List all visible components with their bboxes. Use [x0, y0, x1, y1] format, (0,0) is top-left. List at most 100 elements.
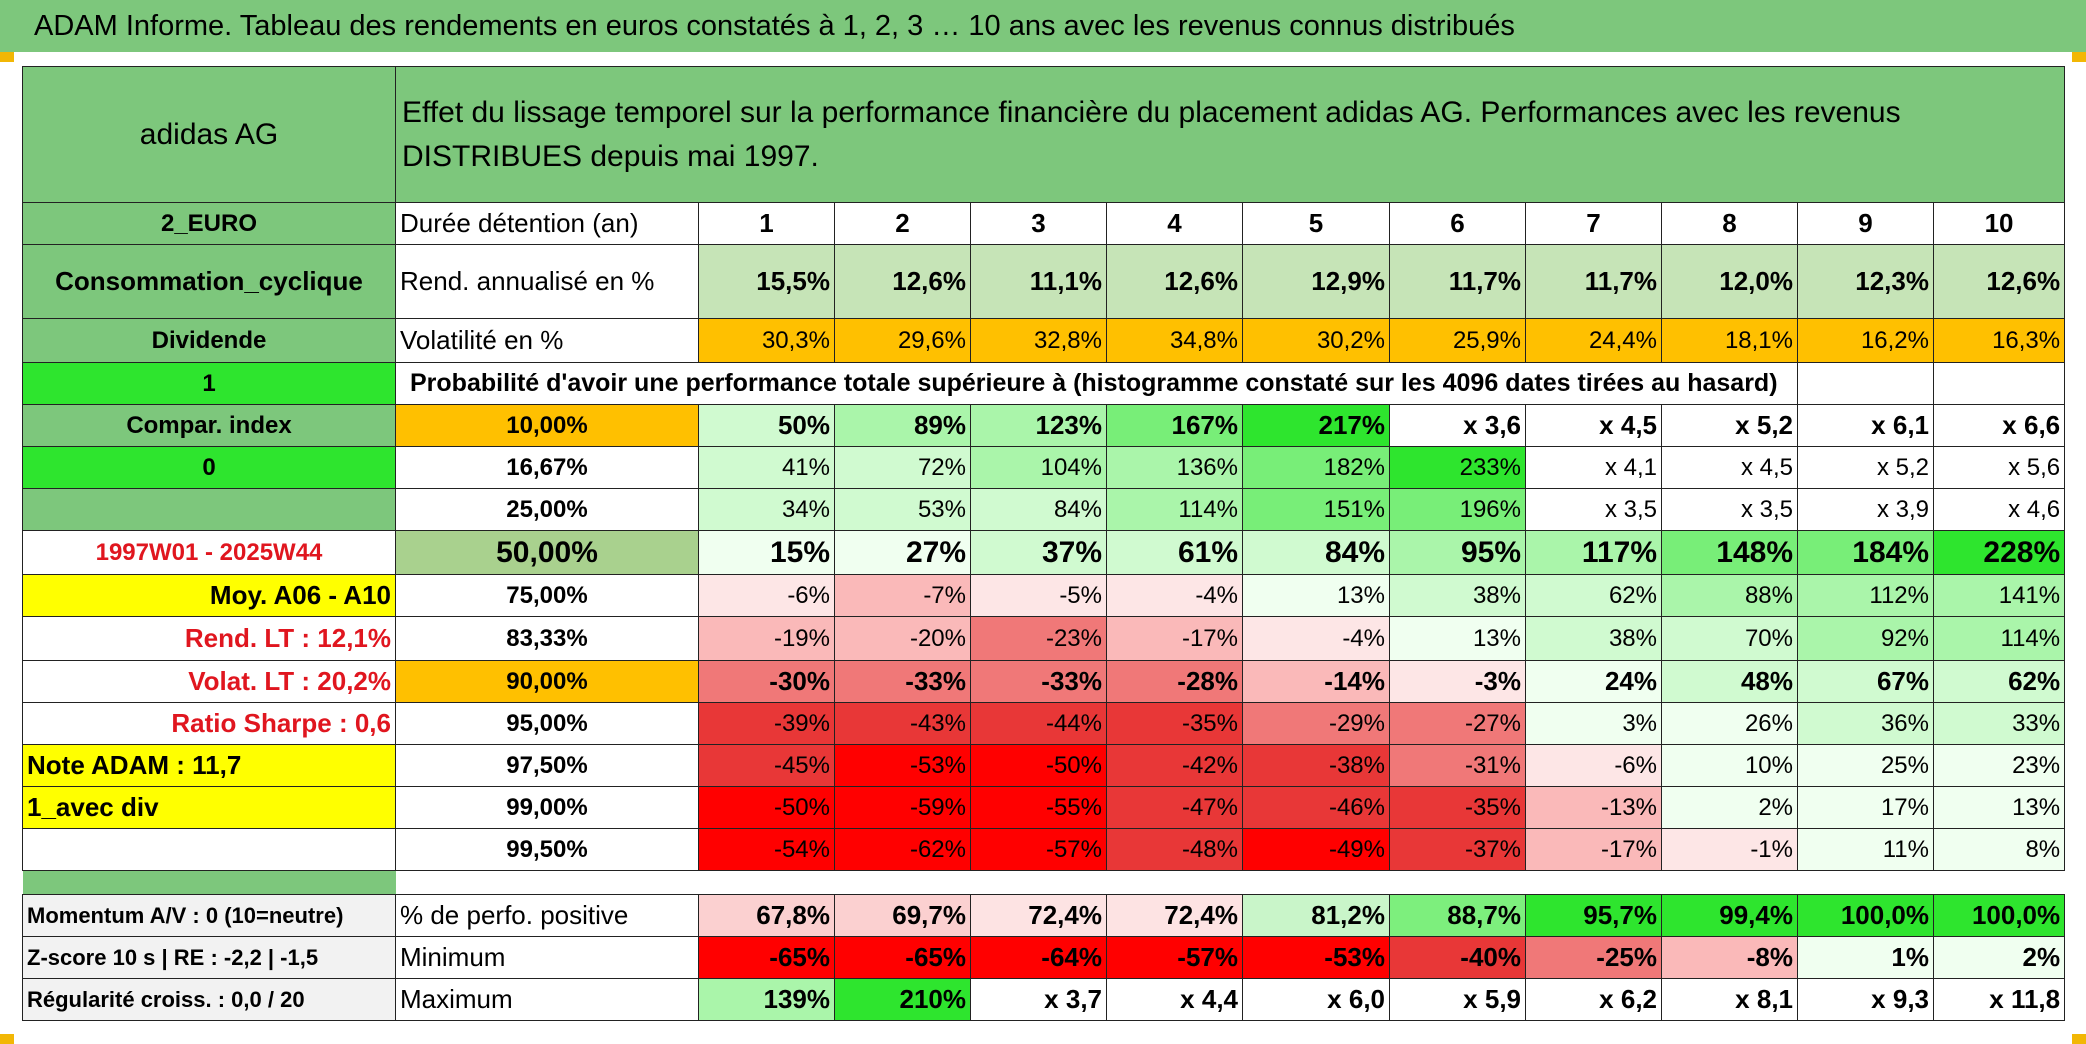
sector-label: Consommation_cyclique	[22, 244, 396, 319]
year-header: 6	[1389, 202, 1526, 245]
year-header: 5	[1242, 202, 1390, 245]
prob-cell: -43%	[834, 702, 971, 745]
table-row: Compar. index 10,00% 50% 89% 123% 167% 217% x 3…	[22, 404, 2066, 447]
currency-label: 2_EURO	[22, 202, 396, 245]
prob-cell: -53%	[834, 744, 971, 787]
prob-cell: 151%	[1242, 488, 1390, 531]
min-cell: -65%	[834, 936, 971, 979]
prob-cell: -6%	[698, 574, 835, 617]
vol-cell: 24,4%	[1525, 318, 1662, 363]
prob-cell: 36%	[1797, 702, 1934, 745]
pos-cell: 99,4%	[1661, 894, 1798, 937]
prob-threshold: 99,00%	[395, 786, 699, 829]
table-row: Régularité croiss. : 0,0 / 20 Maximum 139%…	[22, 978, 2066, 1021]
pos-cell: 100,0%	[1797, 894, 1934, 937]
prob-cell: -29%	[1242, 702, 1390, 745]
rend-cell: 11,1%	[970, 244, 1107, 319]
prob-threshold: 90,00%	[395, 660, 699, 703]
prob-cell: 62%	[1932, 660, 2066, 703]
table-row: Note ADAM : 11,7 97,50% -45% -53% -50% -42% -3…	[22, 744, 2066, 787]
table-row: 2_EURO Durée détention (an) 1 2 3 4 5 6 7 8 9 10	[22, 202, 2066, 245]
prob-cell: -62%	[834, 828, 971, 871]
prob-label: Probabilité d'avoir une performance tota…	[395, 362, 1798, 405]
prob-cell: x 3,9	[1797, 488, 1934, 531]
prob-cell: -48%	[1106, 828, 1243, 871]
prob-cell: -7%	[834, 574, 971, 617]
year-header: 7	[1525, 202, 1662, 245]
prob-cell: 89%	[834, 404, 971, 447]
pos-cell: 88,7%	[1389, 894, 1526, 937]
prob-threshold: 10,00%	[395, 404, 699, 447]
prob-cell: -31%	[1389, 744, 1526, 787]
prob-cell: x 3,6	[1389, 404, 1526, 447]
prob-cell: 2%	[1661, 786, 1798, 829]
prob-cell: -47%	[1106, 786, 1243, 829]
period-label: 1997W01 - 2025W44	[22, 530, 396, 575]
flag-1: 1	[22, 362, 396, 405]
prob-cell: -17%	[1525, 828, 1662, 871]
prob-cell: -50%	[698, 786, 835, 829]
pos-cell: 100,0%	[1932, 894, 2066, 937]
table-body: adidas AG Effet du lissage temporel sur l…	[22, 66, 2066, 1021]
vol-cell: 30,3%	[698, 318, 835, 363]
corner-marker	[2072, 52, 2086, 62]
prob-cell: 62%	[1525, 574, 1662, 617]
prob-cell: -27%	[1389, 702, 1526, 745]
year-header: 10	[1932, 202, 2066, 245]
prob-cell: 67%	[1797, 660, 1934, 703]
prob-threshold: 97,50%	[395, 744, 699, 787]
max-cell: 139%	[698, 978, 835, 1021]
rend-cell: 12,6%	[834, 244, 971, 319]
prob-cell: x 4,5	[1661, 446, 1798, 489]
prob-cell: x 4,1	[1525, 446, 1662, 489]
vol-cell: 16,3%	[1932, 318, 2066, 363]
prob-cell: 217%	[1242, 404, 1390, 447]
zscore-label: Z-score 10 s | RE : -2,2 | -1,5	[22, 936, 396, 979]
table-row: 1 Probabilité d'avoir une performance tot…	[22, 362, 2066, 405]
prob-cell: x 3,5	[1661, 488, 1798, 531]
prob-cell: -57%	[970, 828, 1107, 871]
prob-threshold: 95,00%	[395, 702, 699, 745]
moy-label: Moy. A06 - A10	[22, 574, 396, 617]
prob-cell: 72%	[834, 446, 971, 489]
empty-left	[22, 828, 396, 871]
prob-cell: -49%	[1242, 828, 1390, 871]
empty-cell	[1797, 362, 1934, 405]
prob-cell: 34%	[698, 488, 835, 531]
separator-left	[22, 870, 396, 895]
table-row: Moy. A06 - A10 75,00% -6% -7% -5% -4% 13% 38% 62…	[22, 574, 2066, 617]
prob-cell: 26%	[1661, 702, 1798, 745]
prob-cell: 70%	[1661, 616, 1798, 661]
max-cell: x 8,1	[1661, 978, 1798, 1021]
report-title: ADAM Informe. Tableau des rendements en …	[0, 0, 2086, 52]
prob-cell: -35%	[1106, 702, 1243, 745]
rend-cell: 12,6%	[1106, 244, 1243, 319]
prob-cell: 112%	[1797, 574, 1934, 617]
prob-cell: -33%	[834, 660, 971, 703]
vol-cell: 25,9%	[1389, 318, 1526, 363]
prob-cell: 53%	[834, 488, 971, 531]
prob-cell: 8%	[1932, 828, 2066, 871]
prob-cell: 184%	[1797, 530, 1934, 575]
table-row: 0 16,67% 41% 72% 104% 136% 182% 233% x 4,1 x 4,5 x…	[22, 446, 2066, 489]
prob-threshold: 16,67%	[395, 446, 699, 489]
rend-cell: 12,6%	[1932, 244, 2066, 319]
prob-cell: x 6,6	[1932, 404, 2066, 447]
prob-cell: -50%	[970, 744, 1107, 787]
prob-threshold: 99,50%	[395, 828, 699, 871]
prob-cell: -35%	[1389, 786, 1526, 829]
prob-cell: 13%	[1389, 616, 1526, 661]
min-cell: -57%	[1106, 936, 1243, 979]
max-cell: x 9,3	[1797, 978, 1934, 1021]
corner-marker	[2072, 1034, 2086, 1044]
prob-cell: 123%	[970, 404, 1107, 447]
max-cell: x 3,7	[970, 978, 1107, 1021]
vol-cell: 18,1%	[1661, 318, 1798, 363]
prob-cell: 23%	[1932, 744, 2066, 787]
pos-cell: 95,7%	[1525, 894, 1662, 937]
table-row: Volat. LT : 20,2% 90,00% -30% -33% -33% -28% -…	[22, 660, 2066, 703]
prob-cell: x 6,1	[1797, 404, 1934, 447]
prob-threshold: 75,00%	[395, 574, 699, 617]
vol-cell: 16,2%	[1797, 318, 1934, 363]
prob-cell: 33%	[1932, 702, 2066, 745]
